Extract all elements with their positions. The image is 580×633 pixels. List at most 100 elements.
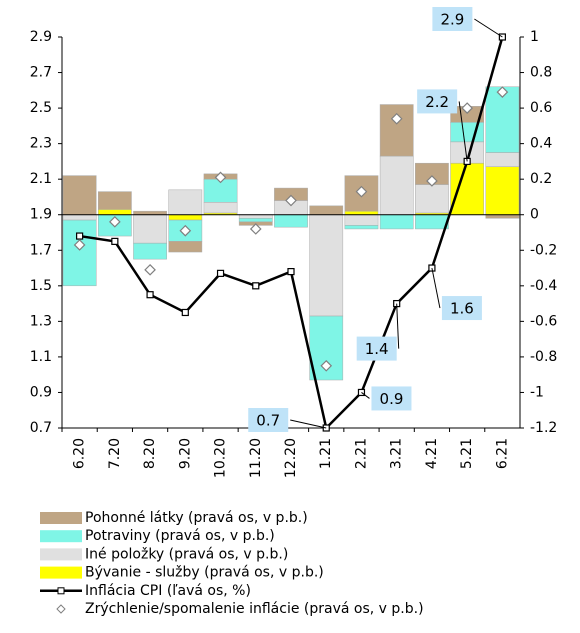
diamond-marker: [285, 194, 297, 207]
cpi-marker: [146, 291, 154, 299]
callout-box: [356, 336, 397, 361]
bar: [415, 214, 449, 230]
y-tick-label: 1.1: [30, 349, 52, 365]
legend-marker: [57, 587, 65, 595]
callout-label: 1.4: [365, 340, 389, 358]
diamond-marker: [144, 263, 156, 276]
bar: [168, 241, 203, 253]
bar: [274, 214, 308, 228]
legend-label: Potraviny (pravá os, v p.b.): [85, 528, 275, 544]
x-tick-label: 1.21: [318, 438, 334, 469]
x-tick-label: 11.20: [248, 438, 264, 478]
x-tick-label: 5.21: [459, 438, 475, 469]
bar: [203, 202, 238, 214]
y-tick-label: 2.1: [30, 171, 52, 187]
x-tick-label: 8.20: [142, 438, 158, 469]
cpi-marker: [181, 308, 189, 317]
x-tick-label: 4.21: [424, 438, 440, 469]
y-tick-label: 1.3: [30, 313, 52, 329]
callout-label: 2.2: [425, 93, 449, 111]
legend-swatch: [40, 512, 82, 524]
y-tick-label: 2.5: [30, 100, 52, 116]
bar: [379, 155, 414, 215]
y2-tick-label: 0.4: [530, 136, 552, 152]
bar: [238, 218, 273, 223]
callout-leader: [361, 392, 370, 399]
x-tick-label: 7.20: [107, 438, 123, 469]
bar: [133, 242, 167, 260]
bar: [485, 166, 520, 215]
cpi-marker: [287, 268, 295, 276]
bar: [379, 214, 414, 230]
callout-label: 1.6: [450, 300, 474, 318]
cpi-marker: [216, 269, 225, 277]
legend-label: Iné položky (pravá os, v p.b.): [85, 546, 288, 562]
y-tick-label: 1.7: [30, 242, 52, 258]
legend-label: Inflácia CPI (ľavá os, %): [85, 583, 251, 599]
x-tick-label: 10.20: [213, 438, 229, 478]
y2-tick-label: -0.4: [530, 278, 557, 294]
bar: [344, 225, 379, 230]
callout-box: [417, 89, 458, 114]
bar: [97, 209, 132, 215]
bar: [62, 175, 97, 215]
callout-label: 2.9: [440, 11, 464, 29]
bar: [168, 214, 203, 221]
y-tick-label: 0.9: [30, 384, 52, 400]
diamond-marker: [320, 359, 333, 372]
bar: [97, 191, 132, 210]
callout-box: [441, 296, 482, 321]
bar: [344, 214, 379, 226]
y-tick-label: 1.9: [30, 207, 52, 223]
bar: [309, 205, 344, 215]
y2-tick-label: 0.8: [530, 65, 552, 81]
diamond-marker: [496, 86, 509, 98]
callout-leader: [458, 101, 468, 162]
bar: [415, 184, 449, 214]
bar: [450, 162, 485, 215]
y2-tick-label: 0.2: [530, 171, 552, 187]
y-tick-label: 2.9: [30, 29, 52, 45]
y-tick-label: 0.7: [30, 420, 52, 436]
y2-tick-label: -0.6: [530, 313, 557, 329]
diamond-marker: [355, 185, 368, 198]
y2-tick-label: 0: [530, 207, 539, 223]
legend-marker: [56, 604, 66, 614]
diamond-marker: [390, 112, 403, 125]
legend-label: Pohonné látky (pravá os, v p.b.): [85, 510, 308, 526]
diamond-marker: [249, 223, 262, 235]
x-tick-label: 12.20: [283, 438, 299, 478]
y2-tick-label: 1: [530, 29, 539, 45]
bar: [62, 219, 97, 287]
y2-tick-label: -1.2: [530, 420, 557, 436]
diamond-marker: [214, 171, 227, 184]
bar: [62, 214, 97, 221]
x-tick-label: 2.21: [353, 438, 369, 469]
bar: [168, 189, 203, 215]
legend-swatch: [40, 566, 82, 579]
x-tick-label: 3.21: [389, 438, 405, 469]
diamond-marker: [108, 215, 121, 228]
legend-label: Bývanie - služby (pravá os, v p.b.): [85, 565, 324, 581]
x-tick-label: 9.20: [177, 438, 193, 469]
callout-label: 0.7: [256, 412, 280, 430]
callout-label: 0.9: [380, 390, 404, 408]
bar: [450, 122, 485, 143]
diamond-marker: [426, 175, 438, 187]
bar: [309, 214, 344, 317]
y2-tick-label: -0.2: [530, 242, 557, 258]
legend-swatch: [40, 530, 82, 543]
bar: [485, 152, 520, 167]
cpi-marker: [252, 282, 260, 290]
bar: [133, 210, 167, 215]
bar: [344, 210, 379, 215]
x-tick-label: 6.20: [72, 438, 88, 469]
y-tick-label: 2.7: [30, 65, 52, 81]
legend-swatch: [40, 548, 82, 561]
callout-box: [248, 408, 289, 432]
legend-label: Zrýchlenie/spomalenie inflácie (pravá os…: [85, 601, 424, 617]
callout-leader: [431, 267, 441, 309]
x-tick-label: 6.21: [494, 438, 510, 469]
y-tick-label: 1.5: [30, 278, 52, 294]
callout-leader: [396, 303, 400, 349]
